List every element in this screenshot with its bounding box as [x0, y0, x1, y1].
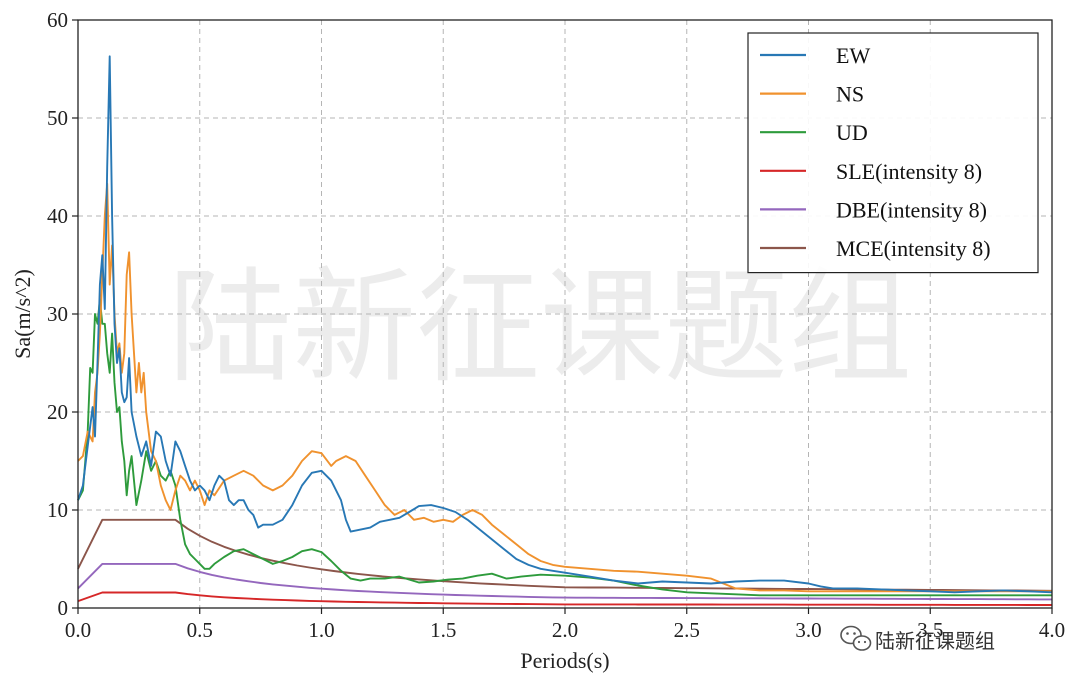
legend-entry-label: NS: [836, 82, 864, 107]
y-tick-label: 50: [47, 106, 68, 130]
x-tick-label: 3.5: [917, 618, 943, 642]
x-tick-label: 2.5: [674, 618, 700, 642]
x-tick-label: 1.5: [430, 618, 456, 642]
wechat-icon: [840, 625, 872, 651]
series-line-ew: [77, 55, 1053, 594]
x-tick-label: 2.0: [552, 618, 578, 642]
legend-entry-label: EW: [836, 43, 870, 68]
legend-entry-label: DBE(intensity 8): [836, 197, 987, 222]
watermark-text: 陆新征课题组: [168, 256, 912, 400]
y-tick-label: 40: [47, 204, 68, 228]
legend-entry-label: MCE(intensity 8): [836, 236, 991, 261]
legend: EW NS UD SLE(intensity 8) DBE(intensity 8) MC…: [747, 32, 1039, 274]
y-tick-label: 0: [58, 596, 69, 620]
x-axis-label: Periods(s): [520, 648, 609, 673]
legend-entry-label: SLE(intensity 8): [836, 159, 982, 184]
axis-ticks: 0.0 0.5 1.0 1.5 2.0 2.5 3.0 3.5 4.0 0 10 20 30 40 50 60: [47, 8, 1065, 642]
y-tick-label: 30: [47, 302, 68, 326]
series-line-dbe: [77, 562, 1052, 601]
legend-box: [747, 32, 1039, 274]
series-layer: [77, 55, 1053, 606]
y-axis-label: Sa(m/s^2): [10, 269, 35, 359]
x-tick-label: 4.0: [1039, 618, 1065, 642]
credit-badge: 陆新征课题组: [840, 625, 995, 653]
x-tick-label: 0.5: [187, 618, 213, 642]
legend-entry-label: UD: [836, 120, 868, 145]
watermark-layer: 陆新征课题组: [168, 256, 912, 400]
series-line-ns: [77, 182, 1052, 593]
y-tick-label: 60: [47, 8, 68, 32]
y-tick-label: 20: [47, 400, 68, 424]
x-tick-label: 1.0: [308, 618, 334, 642]
credit-text: 陆新征课题组: [875, 629, 995, 653]
x-tick-label: 0.0: [65, 618, 91, 642]
y-tick-label: 10: [47, 498, 68, 522]
series-line-sle: [77, 591, 1052, 606]
x-tick-label: 3.0: [795, 618, 821, 642]
